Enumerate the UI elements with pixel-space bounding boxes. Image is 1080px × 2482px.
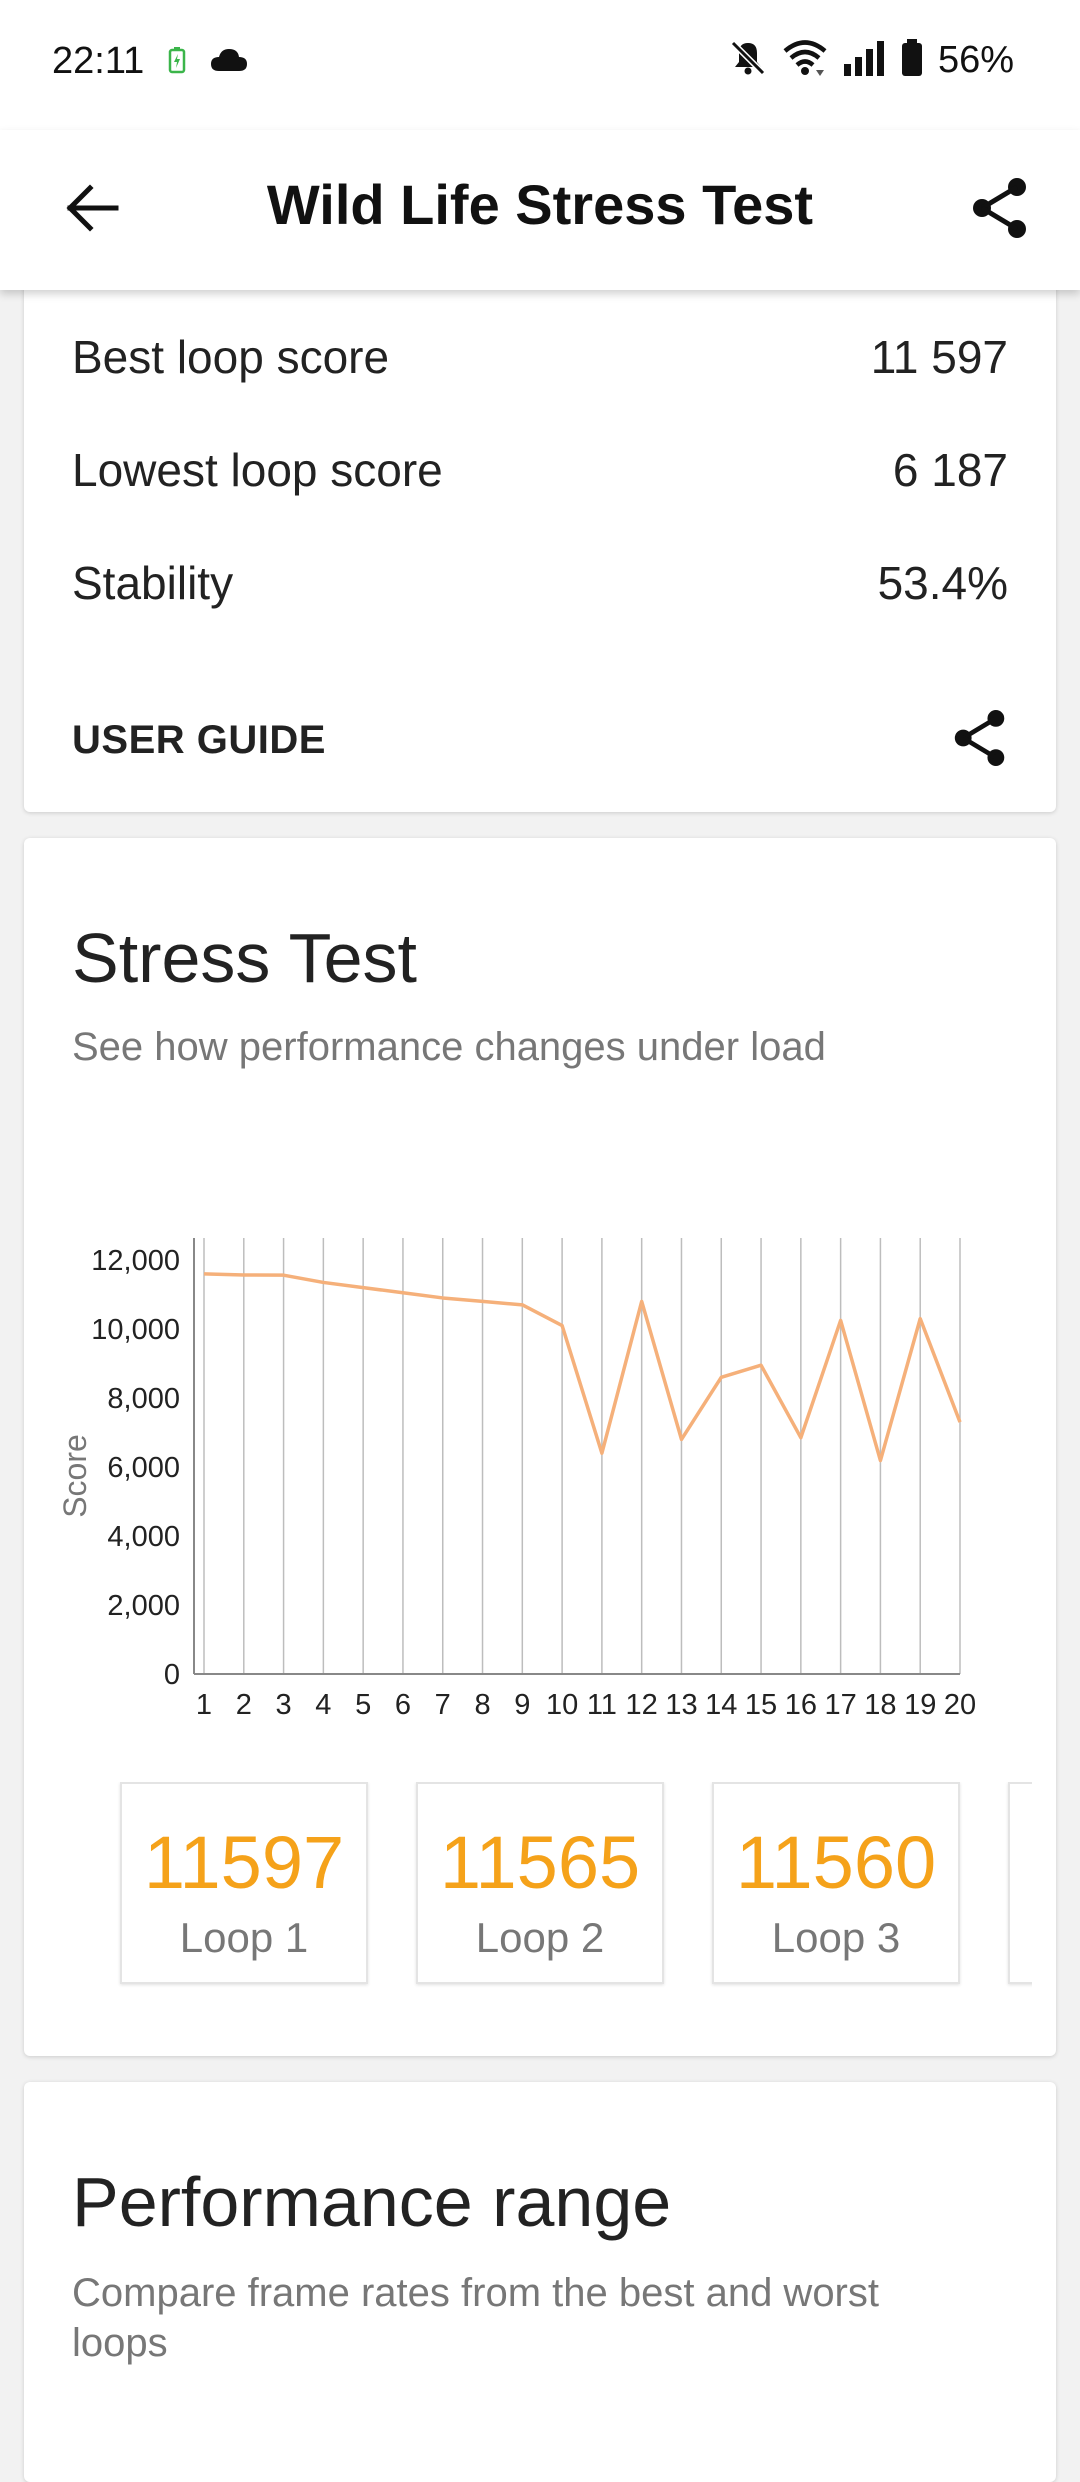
x-tick-label: 9 [514,1689,530,1721]
cloud-icon [210,47,248,78]
y-axis-label: Score [57,1434,93,1518]
loop-card-partial[interactable] [1008,1782,1032,1984]
loop-score: 11565 [418,1820,662,1905]
share-button[interactable] [960,170,1040,250]
y-tick-label: 6,000 [107,1452,180,1484]
series-line [204,1274,960,1461]
section-title: Stress Test [72,918,417,998]
y-tick-label: 12,000 [91,1245,180,1277]
x-tick-label: 19 [904,1689,936,1721]
share-icon[interactable] [952,708,1008,773]
section-subtitle: See how performance changes under load [72,1022,956,1072]
y-tick-label: 2,000 [107,1590,180,1622]
loop-label: Loop 2 [418,1914,662,1962]
wifi-icon [782,38,828,83]
stat-value: 53.4% [878,556,1008,610]
signal-icon [842,38,886,83]
x-tick-label: 3 [276,1689,292,1721]
stat-value: 6 187 [893,443,1008,497]
user-guide-link[interactable]: USER GUIDE [72,718,326,763]
stat-label: Lowest loop score [72,443,443,497]
app-bar: Wild Life Stress Test [0,130,1080,290]
loop-score: 11597 [122,1820,366,1905]
x-tick-label: 5 [355,1689,371,1721]
x-tick-label: 18 [864,1689,896,1721]
mute-icon [728,38,768,83]
y-tick-label: 4,000 [107,1521,180,1553]
x-tick-label: 1 [196,1689,212,1721]
stat-row-best: Best loop score 11 597 [72,330,1008,384]
share-icon [970,176,1030,245]
battery-charging-icon [168,46,186,79]
loop-label: Loop 3 [714,1914,958,1962]
stress-test-card: Stress Test See how performance changes … [24,838,1056,2056]
x-tick-label: 14 [705,1689,737,1721]
y-tick-label: 0 [164,1659,180,1691]
x-tick-label: 13 [665,1689,697,1721]
loop-card[interactable]: 11560 Loop 3 [712,1782,960,1984]
x-tick-label: 12 [626,1689,658,1721]
x-tick-label: 17 [824,1689,856,1721]
performance-range-card: Performance range Compare frame rates fr… [24,2082,1056,2482]
x-tick-label: 20 [944,1689,976,1721]
user-guide-row: USER GUIDE [72,700,1008,780]
x-tick-label: 6 [395,1689,411,1721]
loop-label: Loop 1 [122,1914,366,1962]
stat-row-lowest: Lowest loop score 6 187 [72,443,1008,497]
stat-label: Stability [72,556,233,610]
stat-value: 11 597 [871,330,1008,384]
section-subtitle: Compare frame rates from the best and wo… [72,2268,956,2368]
status-bar: 22:11 [0,0,1080,130]
status-time: 22:11 [52,40,144,83]
x-tick-label: 11 [587,1689,617,1721]
summary-card: Best loop score 11 597 Lowest loop score… [24,270,1056,812]
x-tick-label: 2 [236,1689,252,1721]
x-tick-label: 8 [474,1689,490,1721]
x-tick-label: 10 [546,1689,578,1721]
x-tick-label: 15 [745,1689,777,1721]
battery-icon [900,38,924,83]
loop-cards-carousel[interactable]: 11597 Loop 1 11565 Loop 2 11560 Loop 3 [94,1782,1032,1992]
x-tick-label: 16 [785,1689,817,1721]
loop-card[interactable]: 11565 Loop 2 [416,1782,664,1984]
x-tick-label: 7 [435,1689,451,1721]
stat-label: Best loop score [72,330,389,384]
stat-row-stability: Stability 53.4% [72,556,1008,610]
battery-percentage: 56% [938,39,1014,82]
loop-score: 11560 [714,1820,958,1905]
section-title: Performance range [72,2162,671,2242]
page-title: Wild Life Stress Test [0,172,1080,237]
loop-card[interactable]: 11597 Loop 1 [120,1782,368,1984]
y-tick-label: 10,000 [91,1314,180,1346]
y-tick-label: 8,000 [107,1383,180,1415]
x-tick-label: 4 [315,1689,331,1721]
